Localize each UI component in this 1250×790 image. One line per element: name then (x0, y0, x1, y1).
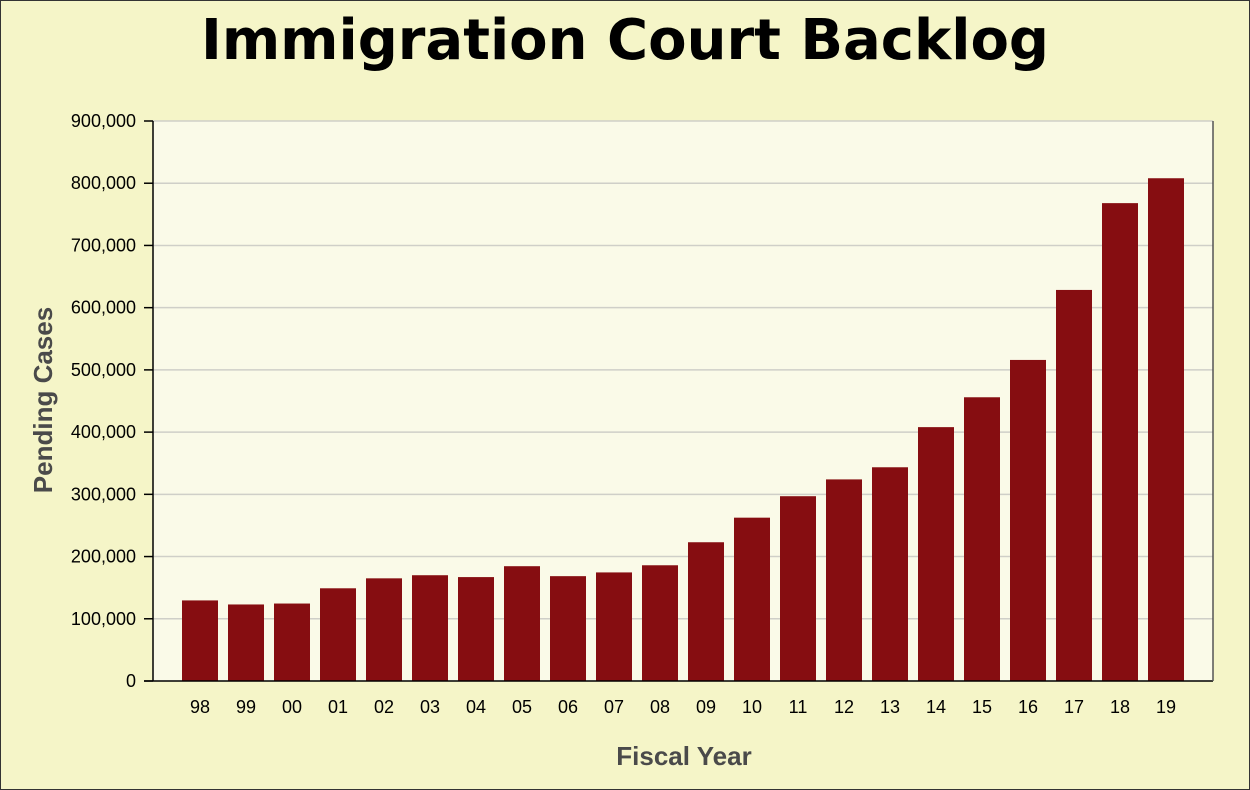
bar-03 (412, 575, 448, 681)
bar-06 (550, 576, 586, 681)
bar-14 (918, 427, 954, 681)
bar-15 (964, 397, 1000, 681)
y-tick-label: 100,000 (71, 609, 136, 629)
y-tick-label: 200,000 (71, 547, 136, 567)
x-tick-label: 14 (926, 697, 946, 717)
bar-08 (642, 565, 678, 681)
bar-18 (1102, 203, 1138, 681)
x-tick-label: 03 (420, 697, 440, 717)
plot-area (153, 121, 1213, 681)
bar-02 (366, 578, 402, 681)
x-tick-label: 11 (789, 697, 808, 717)
bar-98 (182, 600, 218, 681)
x-tick-label: 01 (328, 697, 348, 717)
x-tick-label: 10 (742, 697, 762, 717)
x-tick-label: 08 (650, 697, 670, 717)
x-tick-label: 99 (236, 697, 256, 717)
x-tick-label: 18 (1110, 697, 1130, 717)
y-axis-ticks: 0 100,000 200,000 300,000 400,000 500,000 600,… (71, 111, 153, 691)
y-tick-label: 800,000 (71, 173, 136, 193)
x-axis-title: Fiscal Year (616, 741, 751, 771)
bar-13 (872, 467, 908, 681)
x-tick-label: 19 (1156, 697, 1176, 717)
y-tick-label: 400,000 (71, 422, 136, 442)
x-tick-label: 05 (512, 697, 532, 717)
x-tick-label: 02 (374, 697, 394, 717)
x-tick-label: 06 (558, 697, 578, 717)
x-tick-label: 04 (466, 697, 486, 717)
bar-04 (458, 577, 494, 681)
x-tick-label: 15 (972, 697, 992, 717)
bar-17 (1056, 289, 1092, 681)
x-tick-label: 16 (1018, 697, 1038, 717)
y-tick-label: 300,000 (71, 484, 136, 504)
chart-title: Immigration Court Backlog (200, 8, 1049, 73)
bar-99 (228, 604, 264, 681)
bar-11 (780, 496, 816, 681)
bar-10 (734, 517, 770, 681)
bar-19 (1148, 178, 1184, 681)
bar-series (182, 178, 1184, 681)
x-tick-label: 09 (696, 697, 716, 717)
bar-01 (320, 588, 356, 681)
y-tick-label: 700,000 (71, 235, 136, 255)
x-tick-label: 12 (834, 697, 854, 717)
y-tick-label: 0 (126, 671, 136, 691)
bar-05 (504, 566, 540, 681)
bar-00 (274, 603, 310, 681)
y-tick-label: 500,000 (71, 360, 136, 380)
y-tick-label: 900,000 (71, 111, 136, 131)
x-tick-label: 98 (190, 697, 210, 717)
bar-12 (826, 479, 862, 681)
bar-07 (596, 572, 632, 681)
x-axis-ticks: 98 99 00 01 02 03 04 05 06 07 08 09 10 11 12 13 14 15 16 17… (190, 697, 1176, 717)
bar-09 (688, 542, 724, 681)
x-tick-label: 07 (604, 697, 624, 717)
y-axis-title: Pending Cases (28, 307, 58, 493)
x-tick-label: 00 (282, 697, 302, 717)
x-tick-label: 13 (880, 697, 900, 717)
bar-16 (1010, 359, 1046, 681)
x-tick-label: 17 (1064, 697, 1084, 717)
y-tick-label: 600,000 (71, 298, 136, 318)
